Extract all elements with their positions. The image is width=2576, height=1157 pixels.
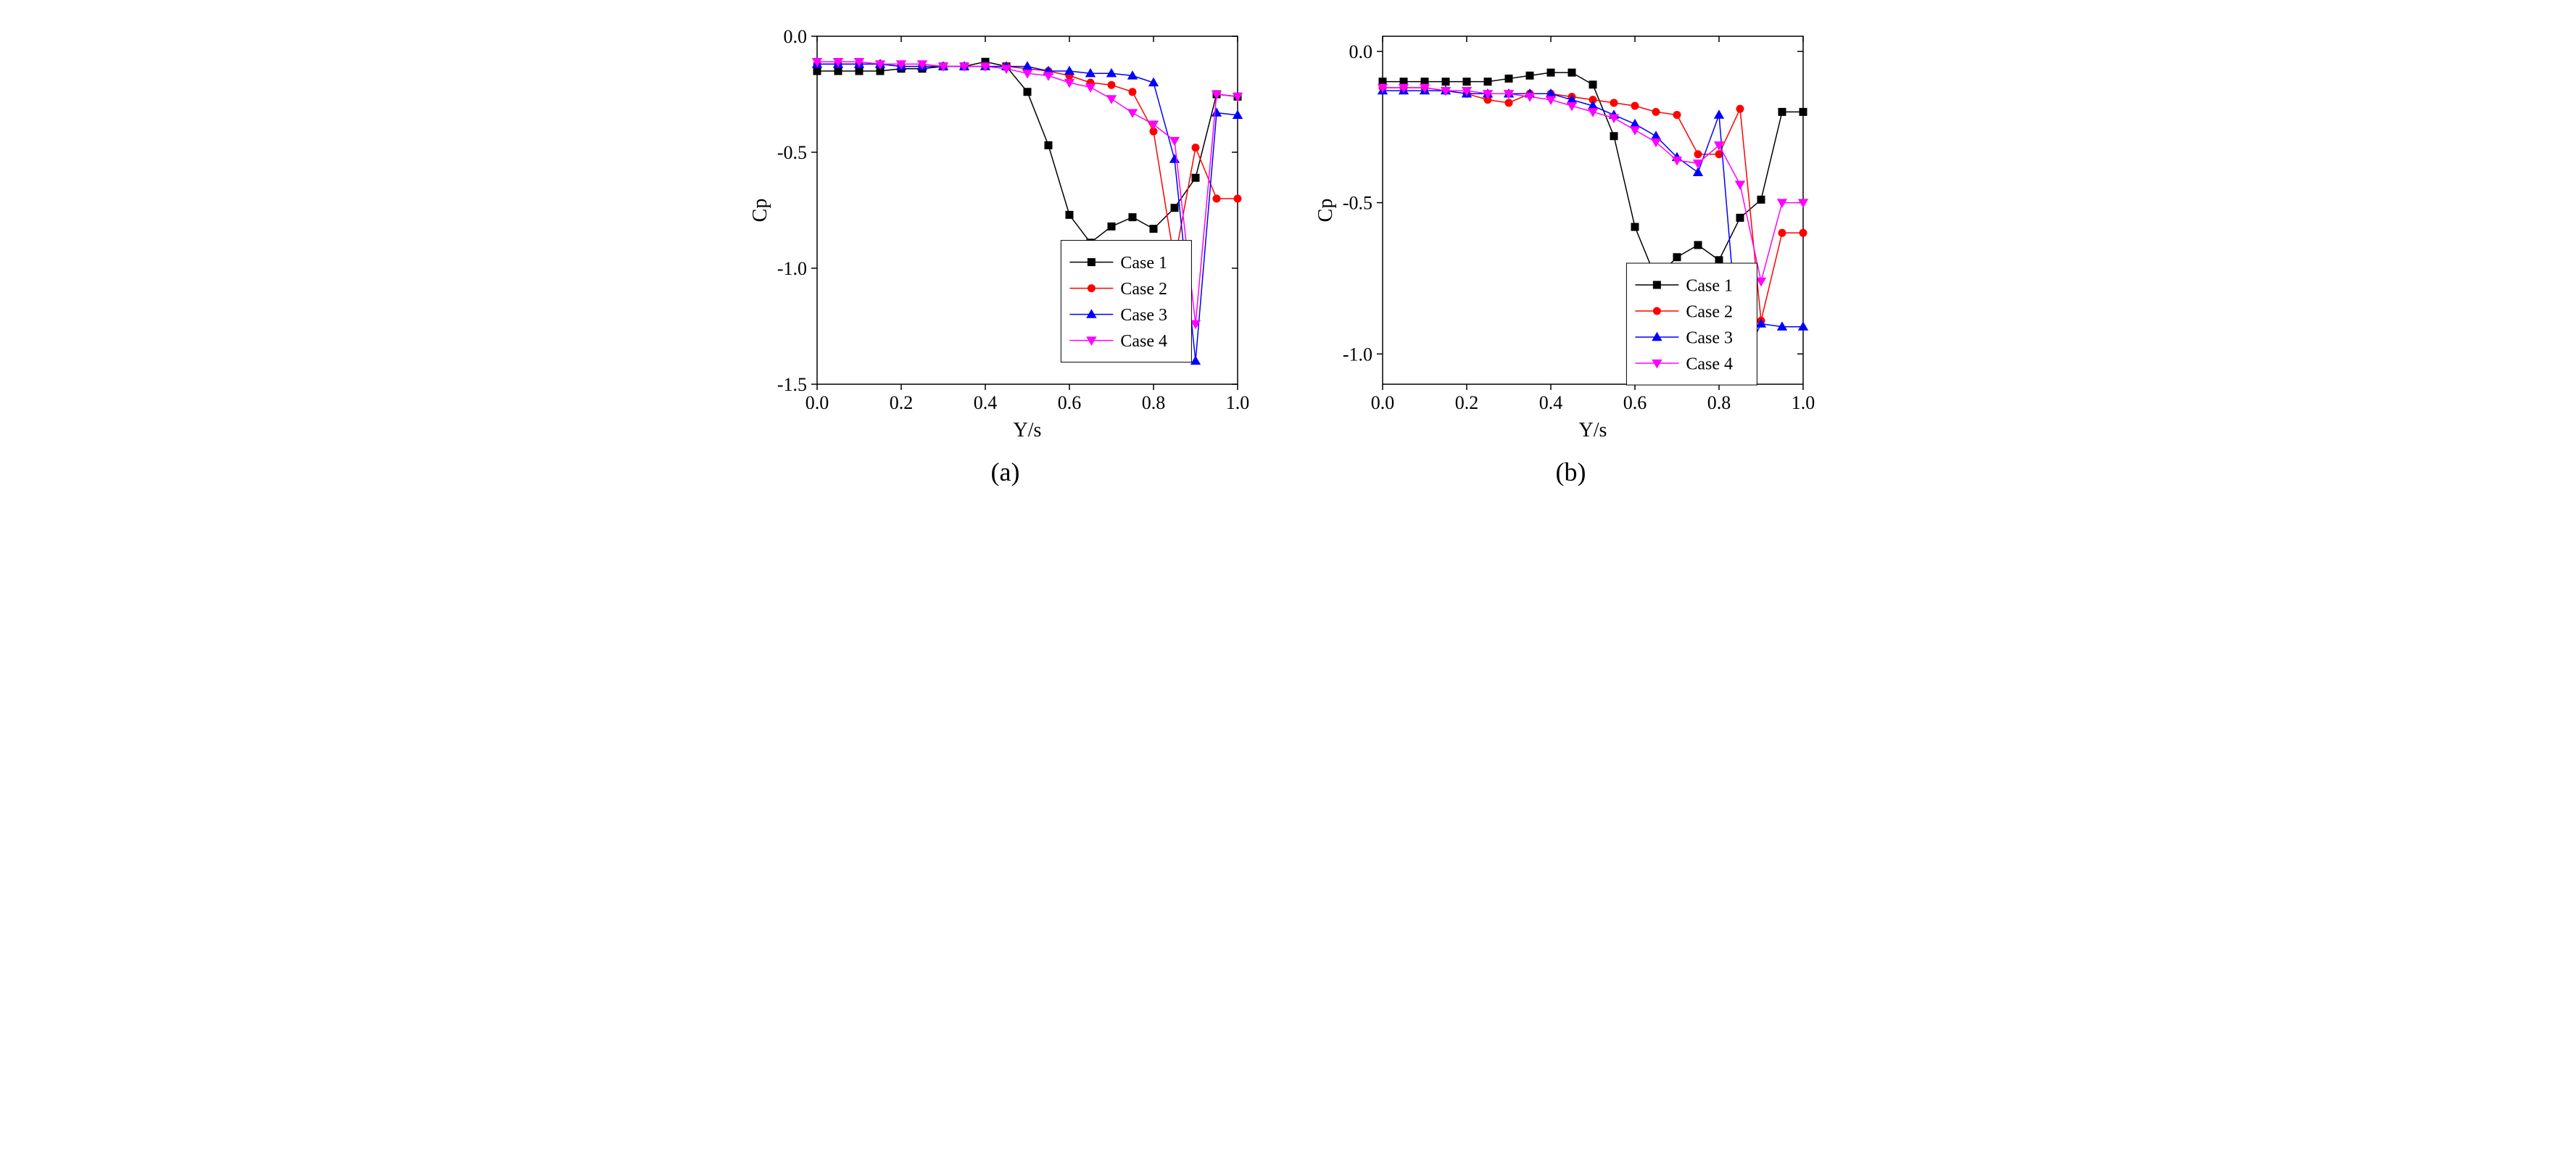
svg-text:Case 3: Case 3 xyxy=(1120,306,1167,325)
svg-text:0.4: 0.4 xyxy=(973,392,997,413)
svg-text:Case 2: Case 2 xyxy=(1120,280,1167,299)
svg-text:Cp: Cp xyxy=(749,199,771,223)
svg-text:-1.0: -1.0 xyxy=(776,258,806,279)
svg-text:Case 2: Case 2 xyxy=(1686,302,1733,321)
svg-text:-1.0: -1.0 xyxy=(1342,344,1372,365)
svg-text:Case 1: Case 1 xyxy=(1686,276,1733,295)
svg-text:0.2: 0.2 xyxy=(1454,392,1478,413)
svg-text:0.8: 0.8 xyxy=(1141,392,1165,413)
svg-text:1.0: 1.0 xyxy=(1225,392,1249,413)
svg-text:0.8: 0.8 xyxy=(1707,392,1731,413)
svg-text:1.0: 1.0 xyxy=(1791,392,1815,413)
panel-a: 0.0 0.2 0.4 0.6 0.8 1.0 -1.5 -1.0 -0.5 0.0 Y/s Cp Ca… xyxy=(745,14,1267,487)
svg-text:Y/s: Y/s xyxy=(1013,419,1041,441)
svg-text:Case 4: Case 4 xyxy=(1686,354,1733,373)
svg-text:Case 3: Case 3 xyxy=(1686,328,1733,347)
svg-text:0.6: 0.6 xyxy=(1623,392,1647,413)
svg-text:0.4: 0.4 xyxy=(1538,392,1562,413)
svg-text:-1.5: -1.5 xyxy=(776,374,806,395)
chart-a: 0.0 0.2 0.4 0.6 0.8 1.0 -1.5 -1.0 -0.5 0.0 Y/s Cp Ca… xyxy=(745,14,1267,449)
svg-text:Case 4: Case 4 xyxy=(1120,332,1167,351)
svg-text:0.0: 0.0 xyxy=(1370,392,1394,413)
svg-text:Y/s: Y/s xyxy=(1578,419,1607,441)
svg-text:0.2: 0.2 xyxy=(889,392,913,413)
figure-container: 0.0 0.2 0.4 0.6 0.8 1.0 -1.5 -1.0 -0.5 0.0 Y/s Cp Ca… xyxy=(15,14,2561,487)
svg-text:-0.5: -0.5 xyxy=(1342,193,1372,214)
svg-text:0.0: 0.0 xyxy=(805,392,829,413)
svg-text:0.0: 0.0 xyxy=(783,26,807,47)
svg-text:0.0: 0.0 xyxy=(1349,41,1372,62)
panel-b: 0.0 0.2 0.4 0.6 0.8 1.0 -1.0 -0.5 0.0 Y/s Cp Case 1… xyxy=(1310,14,1832,487)
svg-text:Case 1: Case 1 xyxy=(1120,254,1167,273)
chart-b: 0.0 0.2 0.4 0.6 0.8 1.0 -1.0 -0.5 0.0 Y/s Cp Case 1… xyxy=(1310,14,1832,449)
svg-text:0.6: 0.6 xyxy=(1057,392,1081,413)
svg-text:-0.5: -0.5 xyxy=(776,142,806,163)
svg-text:Cp: Cp xyxy=(1314,199,1337,223)
caption-b: (b) xyxy=(1556,457,1586,487)
caption-a: (a) xyxy=(991,457,1020,487)
